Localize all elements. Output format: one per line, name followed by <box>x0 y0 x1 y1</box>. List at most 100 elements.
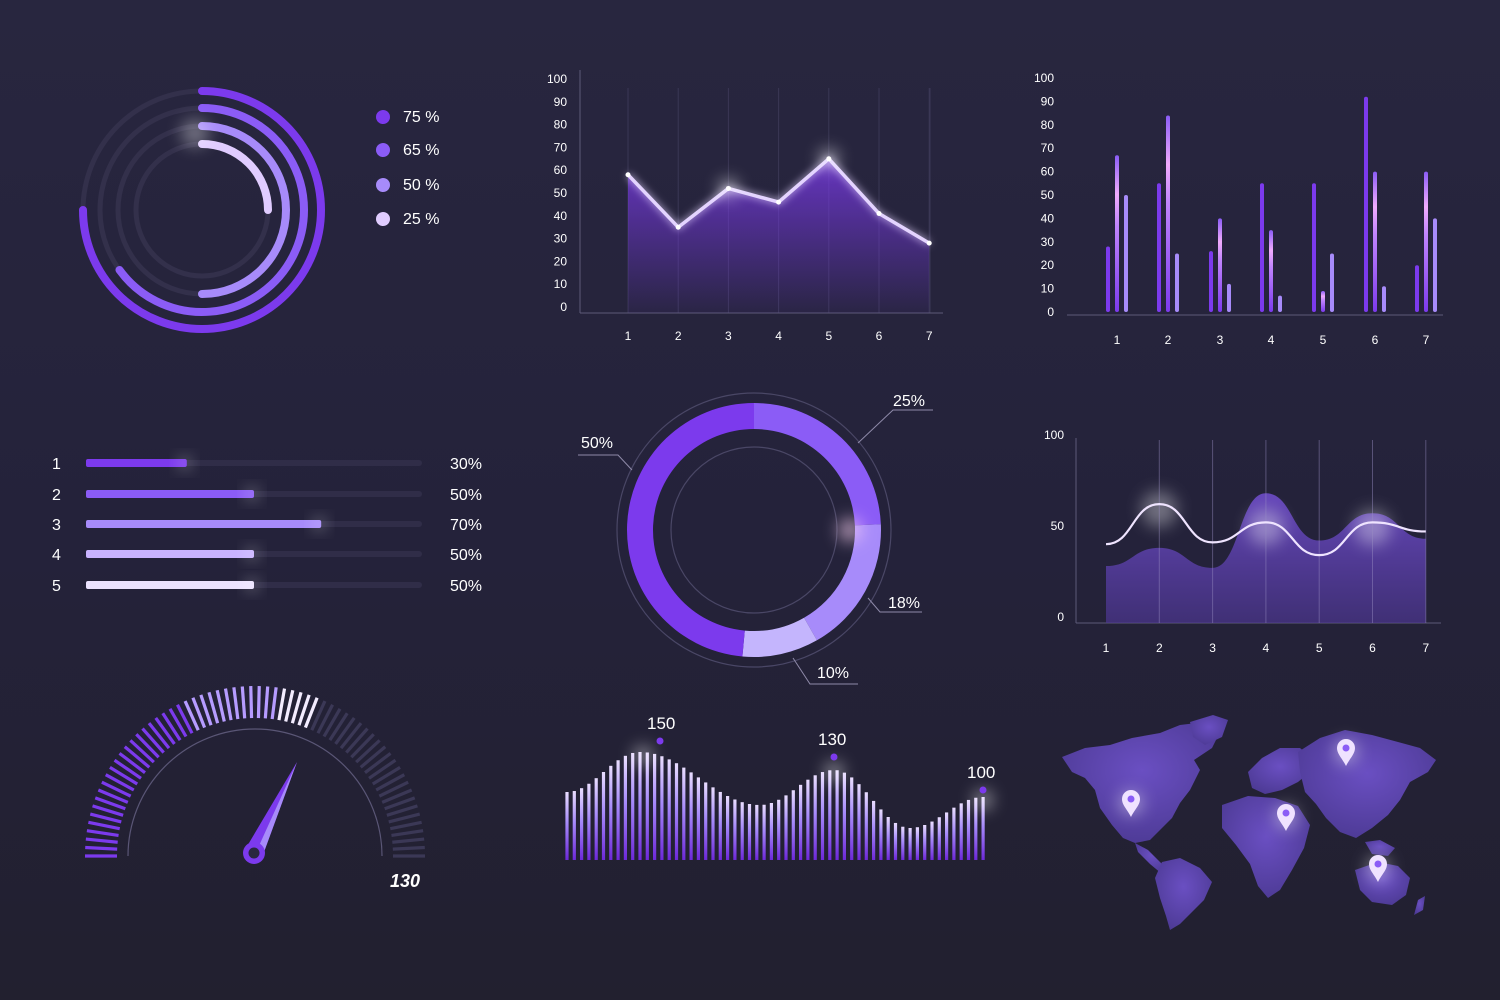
gauge-tick-33 <box>263 686 270 719</box>
bar-7-series-1 <box>1424 171 1428 312</box>
gauge-tick-35 <box>277 688 287 721</box>
peak-label-2: 100 <box>967 763 995 782</box>
line-chart-area <box>628 158 930 313</box>
wave-xtick-6: 7 <box>1422 641 1429 655</box>
bar-xtick-3: 4 <box>1268 333 1275 347</box>
gauge-tick-42 <box>322 707 342 738</box>
gauge-tick-13 <box>118 752 146 774</box>
line-point-0 <box>625 172 631 178</box>
hbar-glow-5 <box>247 580 257 590</box>
column-31 <box>791 790 795 860</box>
column-44 <box>886 817 890 860</box>
north-america-shape <box>1062 722 1222 843</box>
column-41 <box>864 792 868 860</box>
line-ytick-7: 70 <box>554 140 568 154</box>
gauge-needle-highlight <box>258 762 297 852</box>
australia-pin <box>1366 855 1390 882</box>
line-point-1 <box>675 224 681 230</box>
bar-xtick-2: 3 <box>1217 333 1224 347</box>
donut-leader-1 <box>867 597 922 613</box>
bar-7-series-0 <box>1415 265 1419 312</box>
area-chart-series-0 <box>1105 503 1426 557</box>
gauge-tick-5 <box>89 812 122 824</box>
column-0 <box>565 792 569 860</box>
hbar-category-5: 5 <box>52 578 61 595</box>
radial-glow <box>181 119 209 147</box>
wave-xtick-3: 4 <box>1263 641 1270 655</box>
gauge-tick-34 <box>270 687 278 720</box>
hbar-glow-2 <box>247 489 257 499</box>
column-45 <box>893 822 898 860</box>
horizontal-progress-bars: 1 30% 2 50% 3 70% 4 50% 5 50% <box>52 456 482 595</box>
bar-6-series-2 <box>1382 286 1386 312</box>
column-43 <box>879 809 883 860</box>
column-19 <box>704 782 708 860</box>
hbar-value-3: 70% <box>450 517 482 534</box>
wave-glow-1 <box>1141 491 1178 528</box>
wave-ytick-1: 50 <box>1051 519 1065 533</box>
donut-chart: 25% 18% 10% 50% <box>578 392 933 685</box>
gauge-tick-57 <box>386 804 418 817</box>
gauge-tick-52 <box>371 765 401 786</box>
peak-markers: 150 130 100 <box>647 714 995 794</box>
gauge-tick-40 <box>310 700 327 731</box>
bar-ytick-1: 10 <box>1041 282 1055 296</box>
line-xtick-4: 5 <box>825 329 832 343</box>
column-47 <box>908 827 912 860</box>
gauge-tick-3 <box>86 829 119 838</box>
hbar-value-4: 50% <box>450 547 482 564</box>
hbar-row-1: 1 30% <box>52 456 482 473</box>
wave-column-chart: 150 130 100 <box>565 714 995 860</box>
hbar-value-2: 50% <box>450 487 482 504</box>
wave-xtick-2: 3 <box>1209 641 1216 655</box>
gauge-tick-30 <box>240 686 247 719</box>
line-ytick-9: 90 <box>554 95 568 109</box>
column-22 <box>726 796 730 860</box>
column-38 <box>842 772 846 860</box>
legend-dot-2 <box>376 178 390 192</box>
gauge-tick-29 <box>232 687 240 720</box>
gauge-needle-hub-center <box>248 847 260 859</box>
gauge-tick-60 <box>391 829 424 838</box>
gauge-tick-27 <box>215 689 226 722</box>
gauge-needle-blade <box>246 762 297 852</box>
hbar-glow-1 <box>179 458 190 468</box>
line-xtick-0: 1 <box>625 329 632 343</box>
gauge-tick-2 <box>85 837 118 844</box>
line-ytick-4: 40 <box>554 209 568 223</box>
legend-item-1: 65 % <box>376 142 439 159</box>
line-point-glow-2 <box>718 178 739 199</box>
column-8 <box>623 755 627 860</box>
gauge-tick-43 <box>328 712 349 741</box>
column-27 <box>762 804 766 860</box>
bar-3-series-2 <box>1227 283 1231 312</box>
bar-ytick-5: 50 <box>1041 188 1055 202</box>
bar-3-series-1 <box>1218 218 1222 312</box>
north-america-pin-marker <box>1122 790 1140 817</box>
gauge-tick-38 <box>297 694 311 726</box>
gauge-tick-32 <box>256 686 261 719</box>
gauge-tick-58 <box>388 812 421 824</box>
gauge-tick-6 <box>92 804 124 817</box>
bar-xtick-1: 2 <box>1165 333 1172 347</box>
line-xtick-6: 7 <box>926 329 933 343</box>
bar-ytick-8: 80 <box>1041 118 1055 132</box>
wave-xtick-5: 6 <box>1369 641 1376 655</box>
legend-item-2: 50 % <box>376 177 439 194</box>
legend-item-3: 25 % <box>376 211 439 228</box>
column-18 <box>696 777 700 860</box>
donut-slice-3 <box>626 403 754 657</box>
gauge-tick-9 <box>101 780 132 798</box>
bar-2-series-0 <box>1157 183 1161 312</box>
line-ytick-5: 50 <box>554 186 568 200</box>
bar-5-series-1 <box>1321 290 1325 312</box>
gauge-tick-59 <box>389 820 422 831</box>
bar-ytick-9: 90 <box>1041 94 1055 108</box>
gauge-tick-26 <box>207 691 220 724</box>
hbar-value-5: 50% <box>450 578 482 595</box>
donut-outer-ring <box>616 392 892 668</box>
gauge-tick-20 <box>161 712 182 741</box>
bar-xtick-4: 5 <box>1320 333 1327 347</box>
column-26 <box>755 804 759 860</box>
